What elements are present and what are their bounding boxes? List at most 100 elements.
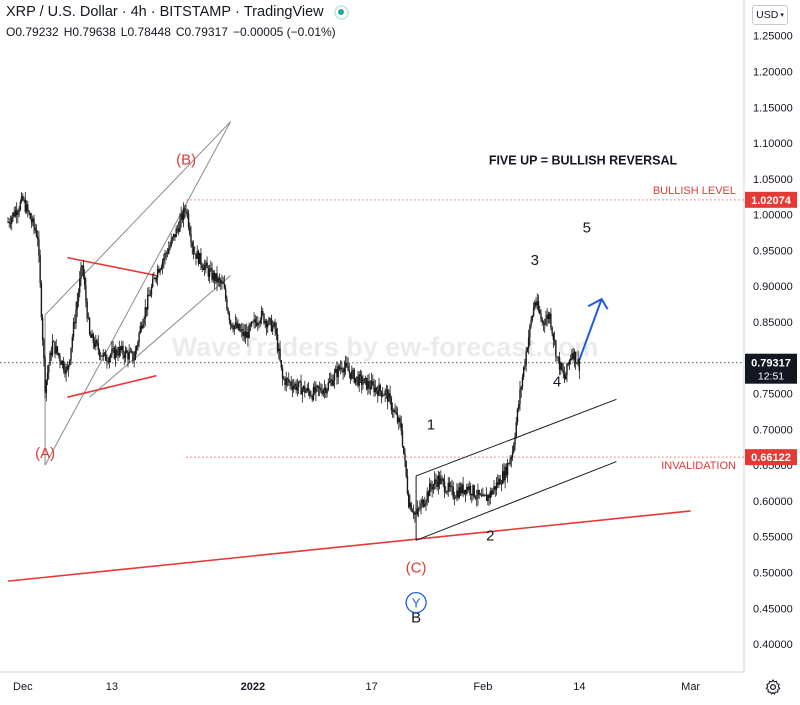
- candle-body: [310, 395, 312, 397]
- separator: ·: [235, 4, 240, 20]
- candle-body: [33, 218, 35, 228]
- candle-body: [505, 466, 508, 476]
- candle-body: [161, 261, 164, 268]
- candle-body: [407, 493, 410, 508]
- candle-body: [288, 379, 290, 383]
- candle-body: [27, 204, 29, 211]
- candle-body: [61, 360, 64, 365]
- candle-body: [156, 269, 159, 278]
- candle-body: [490, 491, 493, 495]
- candle-body: [274, 322, 276, 330]
- candle-body: [150, 286, 153, 296]
- candle-body: [421, 499, 423, 504]
- gear-icon[interactable]: [764, 678, 782, 696]
- candle-body: [291, 386, 294, 390]
- source-name: TradingView: [243, 4, 324, 20]
- candle-body: [322, 390, 325, 394]
- candle-body: [527, 337, 530, 349]
- candle-body: [75, 309, 77, 324]
- candle-body: [260, 310, 263, 320]
- candle-body: [265, 320, 268, 328]
- candle-body: [498, 478, 500, 485]
- candle-body: [232, 327, 234, 330]
- currency-select-button[interactable]: USD ▾: [752, 5, 788, 25]
- candle-body: [360, 375, 363, 385]
- circled-wave-icon: [405, 591, 427, 614]
- candle-body: [348, 370, 351, 373]
- candle-body: [466, 487, 468, 494]
- ohlc-low-label: L: [120, 25, 128, 39]
- candle-body: [341, 367, 343, 370]
- candles-layer: [7, 191, 581, 523]
- candle-body: [302, 386, 305, 390]
- candle-body: [393, 409, 395, 412]
- candle-body: [44, 358, 46, 393]
- candle-body: [113, 347, 116, 359]
- candle-body: [43, 340, 45, 359]
- candle-body: [134, 350, 137, 360]
- time-axis[interactable]: Dec 13 2022 17 Feb 14 Mar: [13, 681, 700, 693]
- candle-body: [411, 510, 414, 513]
- candle-body: [525, 351, 527, 365]
- symbol-name[interactable]: XRP / U.S. Dollar: [6, 4, 118, 20]
- candle-body: [217, 278, 219, 283]
- candle-body: [17, 212, 19, 216]
- candle-body: [101, 355, 103, 357]
- candle-body: [567, 363, 569, 365]
- candle-body: [206, 262, 208, 269]
- candle-body: [480, 494, 483, 497]
- candle-body: [535, 302, 537, 306]
- candle-body: [160, 267, 163, 270]
- wave-channel-lower: [415, 461, 617, 541]
- candle-body: [373, 383, 375, 393]
- candle-body: [227, 308, 229, 314]
- candle-body: [71, 337, 74, 348]
- candle-body: [326, 389, 328, 394]
- candle-body: [19, 201, 22, 210]
- candle-body: [64, 370, 66, 374]
- current-price-tag: [745, 353, 797, 384]
- candle-body: [148, 294, 150, 297]
- candle-body: [431, 486, 433, 490]
- currency-label: USD: [756, 9, 779, 21]
- candle-body: [524, 364, 526, 368]
- candle-body: [354, 377, 357, 383]
- candle-body: [245, 331, 248, 338]
- candle-body: [243, 331, 245, 336]
- candle-body: [198, 252, 201, 264]
- x-tick-label: 13: [106, 681, 118, 693]
- y-tick-label: 1.15000: [753, 102, 793, 114]
- candle-body: [563, 373, 566, 380]
- candle-body: [435, 479, 437, 483]
- candle-body: [154, 277, 156, 280]
- ohlc-low-value: 0.78448: [127, 25, 171, 39]
- candle-body: [83, 275, 86, 286]
- candle-body: [127, 352, 129, 360]
- candle-body: [138, 333, 140, 343]
- candle-body: [111, 349, 113, 355]
- candle-body: [363, 378, 365, 384]
- candle-body: [25, 204, 28, 212]
- candle-body: [14, 210, 17, 217]
- y-tick-label: 0.85000: [753, 317, 793, 329]
- candle-body: [332, 380, 334, 386]
- candle-body: [116, 349, 118, 355]
- candle-body: [351, 371, 353, 379]
- watermark: WaveTraders by ew-forecast.com: [172, 332, 599, 362]
- candle-body: [532, 307, 535, 316]
- candle-body: [149, 295, 151, 297]
- candle-body: [81, 265, 83, 268]
- candle-body: [69, 359, 71, 365]
- candle-body: [540, 313, 542, 320]
- price-axis[interactable]: 1.25000 1.20000 1.15000 1.10000 1.05000 1.000…: [753, 31, 793, 651]
- candle-body: [520, 386, 522, 390]
- candle-body: [158, 269, 160, 273]
- candle-body: [249, 324, 252, 326]
- ohlc-open-value: 0.79232: [15, 25, 59, 39]
- interval[interactable]: 4h: [130, 4, 147, 20]
- candle-body: [344, 362, 347, 368]
- candle-body: [128, 352, 130, 360]
